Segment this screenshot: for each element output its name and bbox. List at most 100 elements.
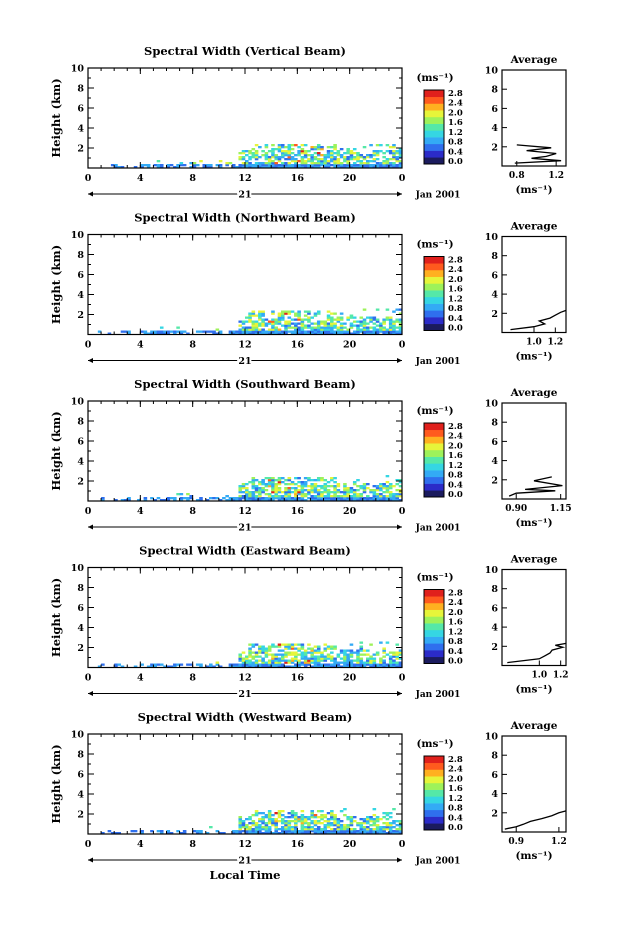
heatmap-cell	[300, 663, 305, 666]
heatmap-cell	[228, 665, 233, 668]
heatmap-cell	[238, 824, 243, 827]
heatmap-cell	[254, 822, 259, 825]
heatmap-cell	[297, 820, 301, 823]
average-x-tick-label: 1.2	[551, 837, 567, 847]
heatmap-cell	[339, 322, 344, 325]
heatmap-cell	[261, 166, 265, 169]
heatmap-cell	[369, 497, 373, 500]
heatmap-cell	[392, 822, 396, 825]
heatmap-cell	[271, 148, 275, 151]
heatmap-cell	[300, 148, 305, 151]
heatmap-cell	[300, 832, 305, 835]
heatmap-cell	[398, 308, 403, 311]
heatmap-cell	[339, 162, 344, 165]
colorbar-tick-label: 0.8	[448, 804, 463, 814]
heatmap-cell	[333, 661, 337, 664]
heatmap-cell	[303, 150, 308, 153]
heatmap-cell	[199, 832, 203, 835]
heatmap-cell	[153, 332, 157, 335]
heatmap-cell	[192, 166, 197, 169]
heatmap-cell	[382, 318, 386, 321]
heatmap-cell	[300, 160, 305, 163]
heatmap-cell	[300, 481, 305, 484]
heatmap-cell	[346, 655, 350, 658]
heatmap-cell	[369, 489, 373, 492]
heatmap-cell	[274, 663, 279, 666]
colorbar-tick-label: 2.8	[448, 256, 463, 266]
heatmap-cell	[388, 491, 393, 494]
colorbar-segment	[424, 116, 444, 124]
heatmap-cell	[323, 487, 328, 490]
heatmap-cell	[313, 489, 318, 492]
heatmap-cell	[330, 499, 334, 502]
heatmap-cell	[212, 497, 216, 500]
heatmap-cell	[356, 499, 360, 502]
colorbar-tick-label: 0.0	[448, 490, 463, 500]
heatmap-cell	[356, 330, 360, 333]
heatmap-cell	[271, 483, 275, 486]
heatmap-cell	[323, 497, 328, 500]
heatmap-cell	[323, 160, 328, 163]
heatmap-cell	[264, 156, 269, 159]
average-x-tick-label: 1.15	[550, 504, 572, 514]
heatmap-cell	[366, 322, 370, 325]
heatmap-cell	[330, 332, 334, 335]
colorbar-segment	[424, 776, 444, 784]
heatmap-cell	[277, 332, 282, 335]
heatmap-cell	[271, 645, 275, 648]
heatmap-cell	[271, 814, 275, 817]
heatmap-cell	[267, 810, 272, 813]
heatmap-cell	[297, 830, 301, 833]
heatmap-cell	[330, 495, 334, 498]
heatmap-cell	[323, 832, 328, 835]
heatmap-cell	[277, 810, 282, 813]
heatmap-cell	[195, 499, 200, 502]
heatmap-cell	[258, 497, 262, 500]
heatmap-cell	[392, 830, 396, 833]
heatmap-cell	[251, 663, 256, 666]
heatmap-cell	[349, 651, 354, 654]
heatmap-cell	[395, 643, 400, 646]
heatmap-cell	[362, 162, 367, 165]
heatmap-cell	[218, 160, 223, 163]
heatmap-cell	[277, 661, 282, 664]
heatmap-cell	[245, 162, 249, 165]
heatmap-cell	[166, 166, 171, 169]
colorbar-tick-label: 0.8	[448, 637, 463, 647]
heatmap-cell	[343, 330, 347, 333]
heatmap-cell	[349, 495, 354, 498]
average-y-tick-label: 6	[491, 437, 498, 448]
heatmap-cell	[297, 166, 301, 169]
heatmap-cell	[251, 485, 256, 488]
heatmap-cell	[352, 651, 357, 654]
heatmap-cell	[343, 326, 347, 329]
heatmap-cell	[362, 826, 367, 829]
heatmap-cell	[251, 152, 256, 155]
heatmap-cell	[343, 828, 347, 831]
heatmap-cell	[333, 477, 337, 480]
heatmap-cell	[313, 661, 318, 664]
heatmap-cell	[258, 655, 262, 658]
heatmap-cell	[274, 826, 279, 829]
heatmap-cell	[280, 164, 285, 167]
heatmap-cell	[294, 653, 298, 656]
heatmap-cell	[290, 665, 295, 668]
heatmap-cell	[264, 647, 269, 650]
average-x-tick-label: 0.9	[508, 837, 524, 847]
heatmap-cell	[385, 318, 390, 321]
heatmap-cell	[245, 657, 249, 660]
heatmap-cell	[212, 665, 216, 668]
heatmap-cell	[349, 818, 354, 821]
colorbar-unit: (ms⁻¹)	[416, 572, 453, 584]
heatmap-cell	[271, 330, 275, 333]
heatmap-cell	[349, 497, 354, 500]
x-tick-label: 0	[399, 340, 406, 351]
heatmap-cell	[284, 826, 288, 829]
heatmap-cell	[362, 318, 367, 321]
heatmap-cell	[385, 641, 390, 644]
heatmap-cell	[310, 487, 314, 490]
heatmap-cell	[251, 830, 256, 833]
heatmap-cell	[254, 832, 259, 835]
heatmap-cell	[349, 487, 354, 490]
heatmap-cell	[388, 832, 393, 835]
